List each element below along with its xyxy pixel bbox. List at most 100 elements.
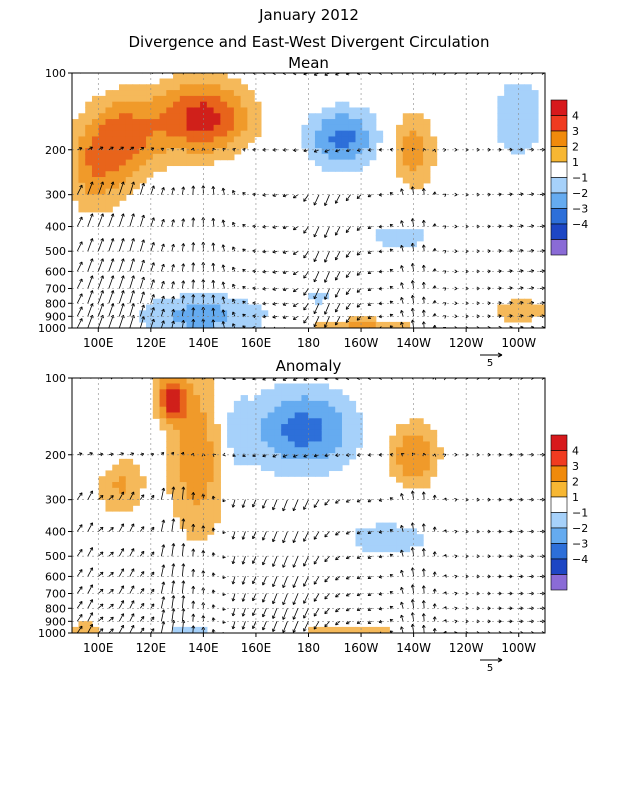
- field-cell: [254, 424, 261, 430]
- field-cell: [315, 119, 322, 125]
- field-cell: [153, 119, 160, 125]
- field-cell: [315, 430, 322, 436]
- field-cell: [403, 142, 410, 148]
- field-cell: [85, 200, 92, 206]
- field-cell: [200, 412, 207, 418]
- field-cell: [166, 424, 173, 430]
- field-cell: [160, 107, 167, 113]
- field-cell: [166, 131, 173, 137]
- field-cell: [126, 160, 133, 166]
- field-cell: [214, 511, 221, 517]
- field-cell: [160, 299, 167, 305]
- field-cell: [349, 322, 356, 328]
- field-cell: [416, 171, 423, 177]
- field-cell: [193, 482, 200, 488]
- field-cell: [173, 119, 180, 125]
- field-cell: [146, 125, 153, 131]
- field-cell: [126, 90, 133, 96]
- field-cell: [274, 383, 281, 389]
- field-cell: [133, 465, 140, 471]
- field-cell: [133, 119, 140, 125]
- field-cell: [173, 476, 180, 482]
- field-cell: [187, 436, 194, 442]
- field-cell: [119, 113, 126, 119]
- field-cell: [254, 102, 261, 108]
- field-cell: [160, 160, 167, 166]
- field-cell: [193, 119, 200, 125]
- field-cell: [261, 412, 268, 418]
- field-cell: [349, 441, 356, 447]
- field-cell: [139, 119, 146, 125]
- field-cell: [72, 171, 79, 177]
- field-cell: [112, 200, 119, 206]
- field-cell: [315, 136, 322, 142]
- field-cell: [328, 447, 335, 453]
- field-cell: [193, 465, 200, 471]
- field-cell: [133, 482, 140, 488]
- colorbar-label: 4: [572, 110, 579, 123]
- field-cell: [187, 424, 194, 430]
- field-cell: [166, 476, 173, 482]
- field-cell: [234, 299, 241, 305]
- field-cell: [112, 131, 119, 137]
- field-cell: [180, 511, 187, 517]
- field-cell: [180, 160, 187, 166]
- field-cell: [362, 148, 369, 154]
- field-cell: [227, 131, 234, 137]
- field-cell: [126, 482, 133, 488]
- field-cell: [416, 165, 423, 171]
- field-cell: [234, 148, 241, 154]
- field-cell: [234, 459, 241, 465]
- field-cell: [335, 142, 342, 148]
- field-cell: [187, 73, 194, 79]
- field-cell: [72, 125, 79, 131]
- x-tick-label: 120E: [136, 641, 167, 655]
- field-cell: [511, 90, 518, 96]
- field-cell: [200, 78, 207, 84]
- field-cell: [430, 136, 437, 142]
- field-cell: [328, 424, 335, 430]
- field-cell: [207, 389, 214, 395]
- reference-vector-label: 5: [487, 663, 493, 674]
- y-tick-label: 200: [45, 144, 66, 157]
- vector-head: [346, 331, 349, 334]
- field-cell: [389, 470, 396, 476]
- field-cell: [315, 383, 322, 389]
- field-cell: [187, 160, 194, 166]
- field-cell: [254, 430, 261, 436]
- colorbar-label: 2: [572, 141, 579, 154]
- field-cell: [416, 154, 423, 160]
- field-cell: [173, 407, 180, 413]
- field-cell: [497, 305, 504, 311]
- field-cell: [254, 447, 261, 453]
- field-cell: [342, 131, 349, 137]
- field-cell: [234, 441, 241, 447]
- field-cell: [335, 465, 342, 471]
- field-cell: [200, 441, 207, 447]
- field-cell: [430, 459, 437, 465]
- field-cell: [356, 119, 363, 125]
- colorbar-label: −2: [572, 522, 588, 535]
- field-cell: [112, 90, 119, 96]
- field-cell: [187, 470, 194, 476]
- field-cell: [85, 113, 92, 119]
- field-cell: [200, 113, 207, 119]
- field-cell: [335, 389, 342, 395]
- vector-head: [232, 638, 235, 641]
- field-cell: [349, 125, 356, 131]
- field-cell: [274, 459, 281, 465]
- wind-vector: [98, 290, 103, 303]
- field-cell: [119, 125, 126, 131]
- field-cell: [423, 125, 430, 131]
- field-cell: [105, 499, 112, 505]
- field-cell: [139, 154, 146, 160]
- field-cell: [234, 305, 241, 311]
- field-cell: [180, 407, 187, 413]
- field-cell: [396, 229, 403, 235]
- field-cell: [376, 523, 383, 529]
- wind-vector: [98, 304, 103, 317]
- field-cell: [220, 316, 227, 322]
- field-cell: [200, 424, 207, 430]
- field-cell: [105, 148, 112, 154]
